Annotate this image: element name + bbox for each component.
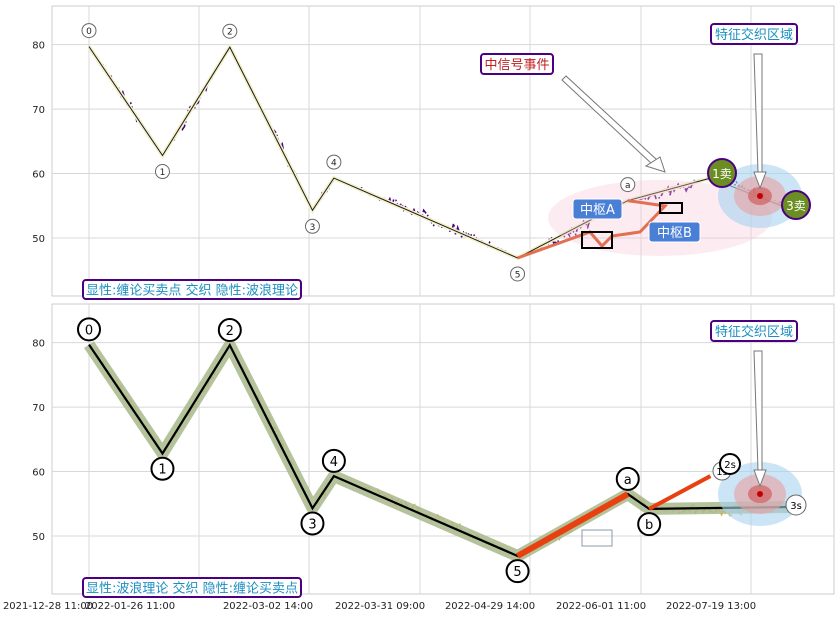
x-tick-label: 2022-07-19 13:00 [666, 601, 756, 612]
feature-zone-center [757, 491, 763, 497]
arrow-head [753, 469, 767, 488]
wave-point-label: 3 [310, 223, 316, 233]
signal-marker-label: 3卖 [786, 199, 806, 213]
y-tick-label: 60 [32, 170, 45, 181]
wave-point-label: a [625, 181, 631, 191]
y-tick-label: 60 [32, 468, 45, 479]
plot-area [51, 303, 835, 595]
arrow-head [753, 171, 767, 190]
y-tick-label: 50 [32, 532, 45, 543]
annotation-hub-a-box [572, 198, 623, 220]
y-tick-label: 80 [32, 339, 45, 350]
annotation-hub-b: 中枢B [657, 226, 692, 241]
annotation-feature: 特征交织区域 [715, 27, 793, 43]
wave-point-marker [505, 559, 530, 584]
annotation-hub-b-box [648, 221, 701, 243]
wave-point-marker [510, 266, 526, 282]
wave-point-label: 5 [513, 565, 521, 580]
signal-marker-label: 2s [724, 460, 736, 471]
wave-point-label: 0 [86, 27, 92, 37]
annotation-hub-a: 中枢A [580, 203, 615, 218]
wave-point-marker [637, 512, 662, 537]
signal-marker [781, 190, 811, 220]
wave-point-marker [222, 23, 238, 39]
signal-marker-label: 3s [790, 501, 802, 512]
wave-point-marker [304, 218, 320, 234]
wave-point-marker [150, 456, 175, 481]
y-tick-label: 80 [32, 41, 45, 52]
annotation-feature: 特征交织区域 [715, 324, 793, 340]
annotation-signal-box [480, 53, 554, 75]
arrow-head [644, 156, 666, 173]
wave-point-label: a [624, 473, 632, 488]
trend-segment [516, 491, 630, 559]
legend-text-box [82, 279, 302, 300]
plot-area [51, 5, 835, 297]
signal-marker [785, 494, 807, 516]
wave-point-marker [154, 164, 170, 180]
legend-text: 显性:波浪理论 交织 隐性:缠论买卖点 [86, 581, 298, 597]
wave-point-label: 3 [308, 517, 316, 532]
wave-point-label: 2 [227, 28, 233, 38]
wave-point-marker [217, 318, 242, 343]
wave-line [88, 46, 791, 259]
wave-point-marker [81, 23, 97, 39]
x-tick-label: 2021-12-28 11:00 [3, 601, 93, 612]
wave-point-marker [300, 511, 325, 536]
x-tick-label: 2022-06-01 11:00 [556, 601, 646, 612]
annotation-feature-box [710, 23, 798, 45]
feature-zone-center [757, 193, 763, 199]
wave-point-label: b [645, 518, 653, 533]
annotation-signal: 中信号事件 [484, 58, 549, 73]
wave-point-label: 1 [158, 463, 166, 478]
wave-point-label: 5 [515, 270, 521, 280]
signal-marker [719, 453, 741, 475]
wave-point-marker [620, 177, 636, 193]
x-tick-label: 2022-01-26 11:00 [85, 601, 175, 612]
wave-point-label: 0 [85, 323, 93, 338]
x-tick-label: 2022-04-29 14:00 [445, 601, 535, 612]
x-tick-label: 2022-03-31 09:00 [335, 601, 425, 612]
hub-box-a [581, 231, 613, 249]
y-tick-label: 50 [32, 234, 45, 245]
hub-box-b [659, 202, 683, 214]
wave-point-marker [326, 154, 342, 170]
y-tick-label: 70 [32, 105, 45, 116]
wave-point-marker [321, 448, 346, 473]
wave-point-label: 4 [330, 455, 338, 470]
legend-text: 显性:缠论买卖点 交织 隐性:波浪理论 [86, 283, 298, 299]
hub-box-a [581, 529, 613, 547]
y-tick-label: 70 [32, 403, 45, 414]
wave-point-label: 1 [160, 168, 166, 178]
trend-segment [648, 474, 712, 511]
wave-point-label: 4 [331, 159, 337, 169]
x-tick-label: 2022-03-02 14:00 [223, 601, 313, 612]
wave-point-marker [615, 466, 640, 491]
annotation-feature-box [710, 320, 798, 342]
wave-point-marker [77, 317, 101, 342]
signal-marker-label: 1s [716, 467, 728, 478]
wave-point-label: 2 [226, 324, 234, 339]
wave-line [88, 342, 791, 558]
signal-marker [707, 158, 737, 188]
legend-text-box [82, 577, 302, 598]
signal-marker-label: 1卖 [712, 167, 732, 181]
